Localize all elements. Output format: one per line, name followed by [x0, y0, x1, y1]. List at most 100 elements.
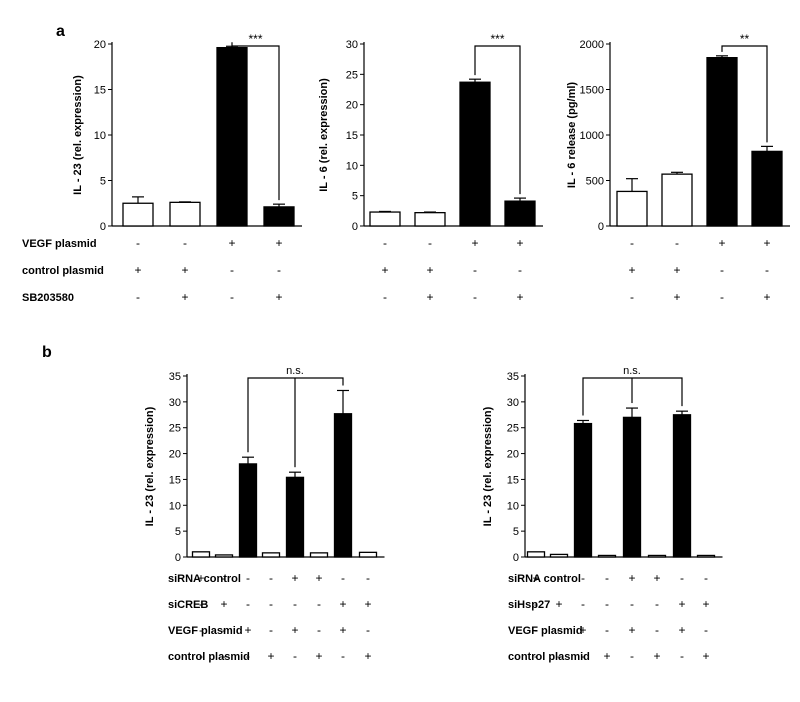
significance-label: **: [740, 32, 750, 46]
condition-mark: -: [518, 263, 522, 277]
condition-mark: +: [628, 263, 635, 277]
significance-label: ***: [248, 32, 262, 46]
condition-mark: -: [230, 263, 234, 277]
condition-mark: +: [220, 597, 227, 611]
bar: [261, 552, 281, 558]
condition-mark: +: [763, 236, 770, 250]
condition-mark: -: [293, 649, 297, 663]
chart-5: 0 5 10 15 20 25 30 35 IL - 23 (rel. expression) n…: [482, 365, 723, 663]
condition-mark: -: [605, 571, 609, 585]
y-tick-label: 5: [513, 526, 519, 538]
bar: [504, 200, 536, 227]
y-tick-label: 10: [94, 130, 106, 142]
y-tick-label: 0: [513, 552, 519, 564]
condition-mark: -: [366, 571, 370, 585]
condition-mark: -: [534, 623, 538, 637]
significance-bracket: [231, 42, 280, 201]
condition-mark: +: [628, 623, 635, 637]
condition-mark: +: [653, 649, 660, 663]
bar: [238, 463, 258, 558]
condition-mark: +: [267, 649, 274, 663]
bar: [696, 554, 716, 558]
y-tick-label: 0: [100, 221, 106, 233]
y-tick-label: 5: [175, 526, 181, 538]
y-tick-label: 30: [346, 39, 358, 51]
condition-mark: -: [199, 623, 203, 637]
y-tick-label: 30: [169, 397, 181, 409]
condition-mark: -: [680, 649, 684, 663]
significance-label: ***: [490, 32, 504, 46]
condition-mark: -: [630, 597, 634, 611]
condition-mark: -: [534, 597, 538, 611]
bar: [647, 554, 667, 558]
condition-mark: -: [383, 236, 387, 250]
condition-mark: -: [630, 649, 634, 663]
condition-mark: -: [675, 236, 679, 250]
bar: [309, 552, 329, 558]
y-tick-label: 20: [507, 449, 519, 461]
condition-mark: -: [765, 263, 769, 277]
chart-1: 0 5 10 15 20 IL - 23 (rel. expression) *** VEGF…: [22, 32, 302, 304]
condition-mark: +: [339, 623, 346, 637]
y-tick-label: 1000: [580, 130, 604, 142]
y-tick-label: 10: [346, 160, 358, 172]
condition-mark: +: [197, 571, 204, 585]
condition-mark: -: [630, 290, 634, 304]
condition-mark: -: [720, 290, 724, 304]
condition-mark: +: [628, 571, 635, 585]
y-axis-label: IL - 23 (rel. expression): [72, 75, 84, 195]
condition-mark: -: [246, 649, 250, 663]
condition-mark: -: [222, 571, 226, 585]
condition-mark: -: [246, 597, 250, 611]
condition-mark: +: [673, 290, 680, 304]
condition-label: VEGF plasmid: [508, 625, 583, 637]
condition-mark: +: [134, 263, 141, 277]
bar: [122, 202, 154, 227]
bar: [216, 46, 248, 227]
condition-mark: -: [383, 290, 387, 304]
condition-mark: +: [181, 290, 188, 304]
bar: [333, 413, 353, 558]
bar: [191, 551, 211, 558]
condition-label: siRNA control: [168, 573, 241, 585]
y-tick-label: 35: [169, 371, 181, 383]
condition-mark: +: [181, 263, 188, 277]
bar: [616, 190, 648, 227]
condition-mark: -: [222, 649, 226, 663]
condition-mark: +: [603, 649, 610, 663]
condition-mark: +: [291, 571, 298, 585]
panel-letter-a: a: [56, 23, 65, 40]
condition-mark: -: [473, 290, 477, 304]
condition-mark: -: [473, 263, 477, 277]
y-tick-label: 25: [169, 423, 181, 435]
condition-mark: +: [315, 649, 322, 663]
condition-mark: -: [557, 623, 561, 637]
condition-mark: -: [230, 290, 234, 304]
bar: [549, 553, 569, 558]
condition-mark: +: [516, 236, 523, 250]
condition-mark: -: [341, 571, 345, 585]
y-tick-label: 35: [507, 371, 519, 383]
condition-mark: +: [275, 290, 282, 304]
y-tick-label: 25: [507, 423, 519, 435]
condition-mark: +: [516, 290, 523, 304]
condition-mark: +: [364, 649, 371, 663]
y-tick-label: 500: [586, 176, 604, 188]
condition-mark: -: [680, 571, 684, 585]
bar: [369, 211, 401, 227]
chart-3: 0 500 1000 1500 2000 IL - 6 release (pg/ml) **…: [566, 32, 790, 304]
condition-mark: -: [630, 236, 634, 250]
significance-bracket: [721, 45, 768, 143]
bar: [526, 551, 546, 558]
condition-mark: +: [702, 597, 709, 611]
condition-mark: -: [534, 649, 538, 663]
bar: [597, 554, 617, 558]
ns-label: n.s.: [623, 365, 641, 377]
condition-label: VEGF plasmid: [22, 238, 97, 250]
bar: [751, 150, 783, 227]
condition-mark: -: [341, 649, 345, 663]
bar: [459, 81, 491, 227]
condition-mark: -: [277, 263, 281, 277]
bar: [169, 201, 201, 227]
condition-label: siHsp27: [508, 599, 550, 611]
